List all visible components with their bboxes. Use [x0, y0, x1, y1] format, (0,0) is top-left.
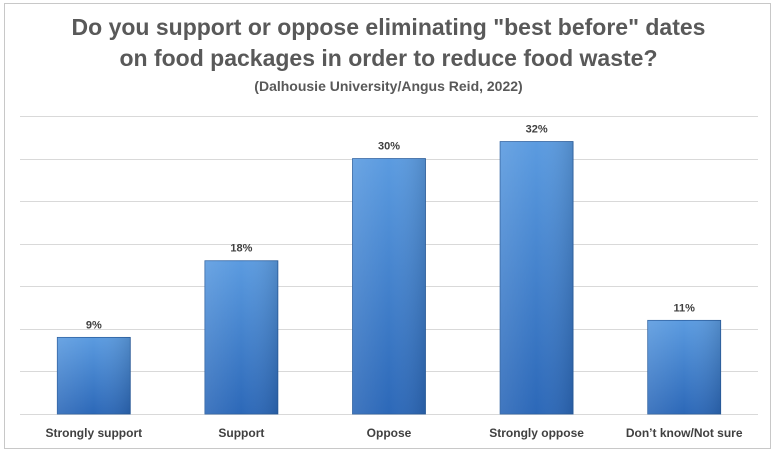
- category-label: Don’t know/Not sure: [626, 426, 743, 440]
- bar-strongly-support: [56, 336, 131, 415]
- category-label: Oppose: [367, 426, 412, 440]
- chart-title-line-2: on food packages in order to reduce food…: [119, 45, 658, 71]
- bar-don-t-know-not-sure: [647, 319, 722, 415]
- chart-title: Do you support or oppose eliminating "be…: [71, 14, 706, 40]
- data-labels: 9% 18% 30% 32% 11%: [86, 124, 695, 332]
- data-label: 32%: [526, 124, 548, 136]
- bars: [56, 141, 722, 415]
- category-label: Strongly oppose: [489, 426, 584, 440]
- data-label: 18%: [230, 243, 252, 255]
- bar-shading: [204, 260, 278, 414]
- bar-shading: [352, 158, 426, 414]
- chart-subtitle: (Dalhousie University/Angus Reid, 2022): [254, 78, 523, 94]
- bar-oppose: [352, 158, 426, 415]
- bar-shading: [500, 141, 574, 415]
- category-labels: Strongly support Support Oppose Strongly op…: [45, 426, 742, 440]
- bar-support: [204, 260, 279, 415]
- data-label: 9%: [86, 319, 102, 331]
- data-label: 30%: [378, 141, 400, 153]
- category-label: Support: [218, 426, 264, 440]
- bar-strongly-oppose: [499, 141, 574, 415]
- bar-shading: [647, 320, 721, 414]
- bar-shading: [57, 337, 131, 414]
- data-label: 11%: [673, 302, 695, 314]
- category-label: Strongly support: [45, 426, 142, 440]
